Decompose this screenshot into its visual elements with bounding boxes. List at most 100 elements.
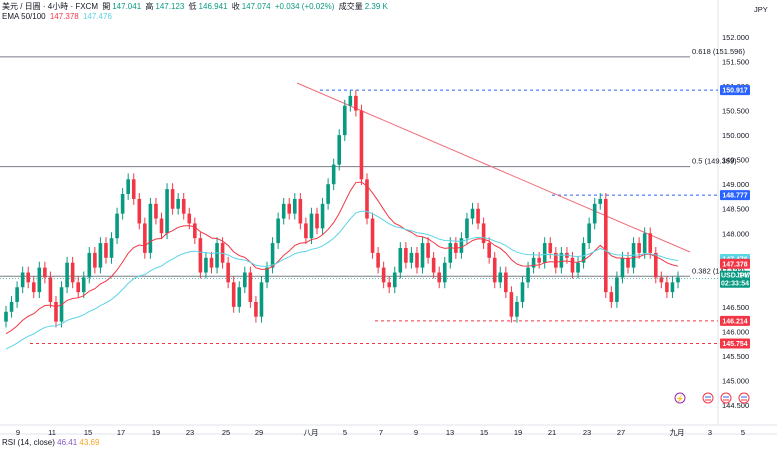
- candle-body[interactable]: [587, 223, 591, 244]
- candle-body[interactable]: [48, 277, 53, 302]
- candle-body[interactable]: [315, 213, 319, 229]
- level-146214-tag[interactable]: [720, 315, 750, 326]
- candle-body[interactable]: [193, 223, 197, 239]
- candle-body[interactable]: [287, 203, 292, 214]
- candle-body[interactable]: [570, 257, 575, 273]
- us-flag-event-icon[interactable]: [738, 392, 750, 404]
- candle-body[interactable]: [370, 218, 375, 253]
- candle-body[interactable]: [437, 272, 441, 283]
- candle-body[interactable]: [65, 262, 69, 288]
- candle-body[interactable]: [298, 198, 303, 224]
- candle-body[interactable]: [87, 252, 92, 278]
- candle-body[interactable]: [420, 243, 425, 268]
- candle-body[interactable]: [93, 252, 97, 268]
- candle-body[interactable]: [304, 223, 308, 239]
- candle-body[interactable]: [415, 252, 419, 268]
- candle-body[interactable]: [326, 184, 330, 204]
- candle-body[interactable]: [131, 179, 136, 199]
- candle-body[interactable]: [381, 267, 386, 283]
- candle-body[interactable]: [20, 272, 25, 288]
- candle-body[interactable]: [615, 277, 619, 302]
- candle-body[interactable]: [165, 189, 169, 234]
- candle-body[interactable]: [487, 243, 491, 258]
- candle-body[interactable]: [376, 252, 380, 268]
- candle-body[interactable]: [359, 110, 364, 180]
- candle-body[interactable]: [515, 301, 519, 317]
- candle-body[interactable]: [270, 243, 275, 268]
- lightning-event-icon[interactable]: [674, 392, 686, 404]
- candle-body[interactable]: [209, 257, 214, 268]
- candle-body[interactable]: [404, 247, 408, 263]
- rsi-label[interactable]: RSI (14, close): [2, 438, 55, 447]
- candle-body[interactable]: [342, 105, 347, 136]
- candle-body[interactable]: [520, 282, 525, 302]
- level-148777-tag[interactable]: [720, 190, 750, 201]
- candle-body[interactable]: [459, 238, 464, 253]
- candle-body[interactable]: [320, 203, 325, 229]
- candle-body[interactable]: [126, 179, 130, 195]
- level-145754-tag[interactable]: [720, 338, 750, 349]
- candle-body[interactable]: [348, 95, 353, 106]
- ema-label[interactable]: EMA 50/100: [2, 12, 46, 21]
- candle-body[interactable]: [637, 243, 641, 253]
- candle-body[interactable]: [159, 218, 164, 234]
- candle-body[interactable]: [276, 218, 280, 244]
- candle-body[interactable]: [409, 252, 414, 263]
- current-price-tag[interactable]: [720, 270, 750, 288]
- candle-body[interactable]: [531, 257, 536, 268]
- candle-body[interactable]: [426, 243, 430, 258]
- candle-body[interactable]: [337, 135, 342, 165]
- candle-body[interactable]: [243, 272, 247, 288]
- candle-body[interactable]: [120, 194, 125, 214]
- candle-body[interactable]: [604, 198, 608, 293]
- candle-body[interactable]: [659, 277, 664, 283]
- candle-body[interactable]: [154, 203, 158, 219]
- candle-body[interactable]: [431, 257, 436, 273]
- candle-body[interactable]: [309, 213, 314, 239]
- candle-body[interactable]: [37, 267, 42, 293]
- candle-body[interactable]: [43, 267, 47, 278]
- candle-body[interactable]: [226, 262, 230, 283]
- candle-body[interactable]: [104, 243, 108, 258]
- candle-body[interactable]: [442, 262, 447, 283]
- candle-body[interactable]: [592, 203, 597, 224]
- candle-body[interactable]: [492, 257, 497, 283]
- candle-body[interactable]: [576, 262, 580, 273]
- ema50-line[interactable]: [5, 181, 679, 335]
- candle-body[interactable]: [554, 252, 558, 268]
- candle-body[interactable]: [504, 272, 508, 293]
- candle-body[interactable]: [509, 292, 514, 317]
- candle-body[interactable]: [292, 198, 297, 214]
- candle-body[interactable]: [281, 203, 286, 219]
- candle-body[interactable]: [470, 208, 475, 219]
- candle-body[interactable]: [448, 243, 453, 263]
- candle-body[interactable]: [148, 203, 153, 253]
- candle-body[interactable]: [265, 267, 269, 283]
- candle-body[interactable]: [215, 243, 219, 268]
- candle-body[interactable]: [248, 272, 253, 302]
- candle-body[interactable]: [9, 301, 14, 312]
- candle-body[interactable]: [115, 213, 119, 239]
- candle-body[interactable]: [181, 198, 186, 214]
- candle-body[interactable]: [231, 282, 236, 307]
- candle-body[interactable]: [76, 282, 80, 293]
- candle-body[interactable]: [392, 272, 397, 288]
- ema100-line[interactable]: [5, 210, 679, 350]
- candle-body[interactable]: [109, 238, 114, 258]
- candle-body[interactable]: [548, 243, 553, 253]
- candle-body[interactable]: [198, 238, 203, 273]
- candle-body[interactable]: [537, 257, 541, 263]
- ema50-tag[interactable]: [720, 258, 750, 269]
- candle-body[interactable]: [237, 287, 242, 307]
- candle-body[interactable]: [4, 311, 8, 322]
- us-flag-event-icon[interactable]: [702, 392, 714, 404]
- candle-body[interactable]: [176, 198, 180, 209]
- candle-body[interactable]: [204, 257, 208, 273]
- candle-body[interactable]: [26, 272, 31, 283]
- candle-body[interactable]: [598, 198, 603, 204]
- candle-body[interactable]: [398, 247, 403, 273]
- candle-body[interactable]: [476, 208, 480, 224]
- candle-body[interactable]: [620, 257, 625, 278]
- candle-body[interactable]: [648, 233, 653, 253]
- candle-body[interactable]: [653, 252, 658, 278]
